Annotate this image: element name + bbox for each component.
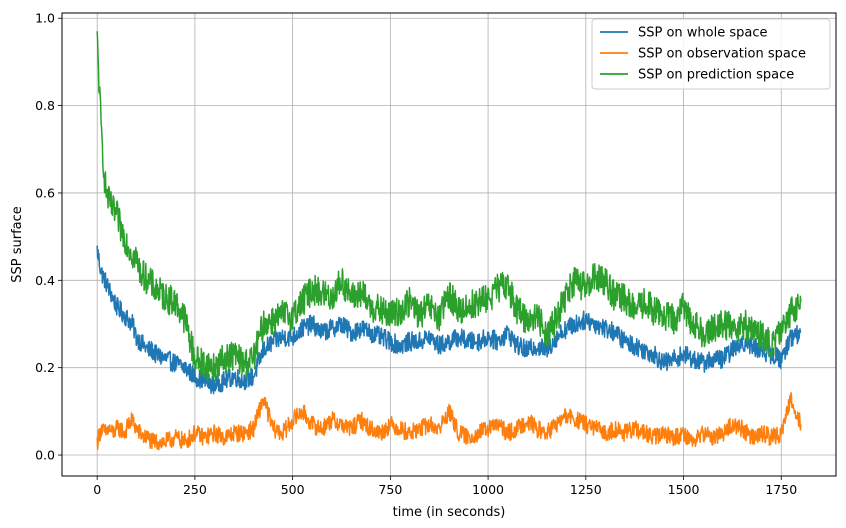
ticks: 0 250 500 750 1000 1250 1500 1750 0.0 0.2 0.4 0.6 0.… [35,11,797,497]
legend: SSP on whole space SSP on observation spa… [591,18,831,90]
x-tick-label: 250 [183,482,207,497]
y-tick-label: 0.2 [35,360,55,375]
x-tick-label: 0 [93,482,101,497]
x-tick-label: 1000 [472,482,504,497]
y-axis-label: SSP surface [10,206,25,283]
series-line-3 [96,31,802,382]
x-tick-label: 1250 [570,482,602,497]
y-tick-label: 1.0 [35,11,55,26]
y-tick-label: 0.8 [35,98,55,113]
x-axis-label: time (in seconds) [393,505,506,520]
legend-label: SSP on observation space [638,47,806,62]
x-tick-label: 750 [378,482,402,497]
y-tick-label: 0.6 [35,185,55,200]
x-tick-label: 1500 [668,482,700,497]
series-line-1 [96,245,802,395]
series-layer [96,31,802,451]
y-tick-label: 0.4 [35,273,55,288]
x-tick-label: 500 [281,482,305,497]
y-tick-label: 0.0 [35,448,55,463]
legend-box [591,18,831,90]
legend-label: SSP on whole space [638,26,768,41]
x-tick-label: 1750 [765,482,797,497]
legend-label: SSP on prediction space [638,68,794,83]
series-line-2 [96,391,802,451]
plot-frame [61,12,837,477]
